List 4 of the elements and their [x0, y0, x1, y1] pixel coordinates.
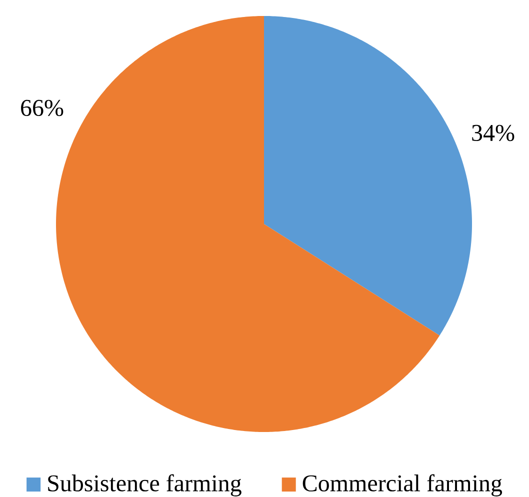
legend-label: Commercial farming [302, 474, 502, 496]
legend-label: Subsistence farming [48, 474, 242, 496]
data-label: 66% [21, 100, 64, 116]
data-label: 34% [472, 124, 514, 142]
